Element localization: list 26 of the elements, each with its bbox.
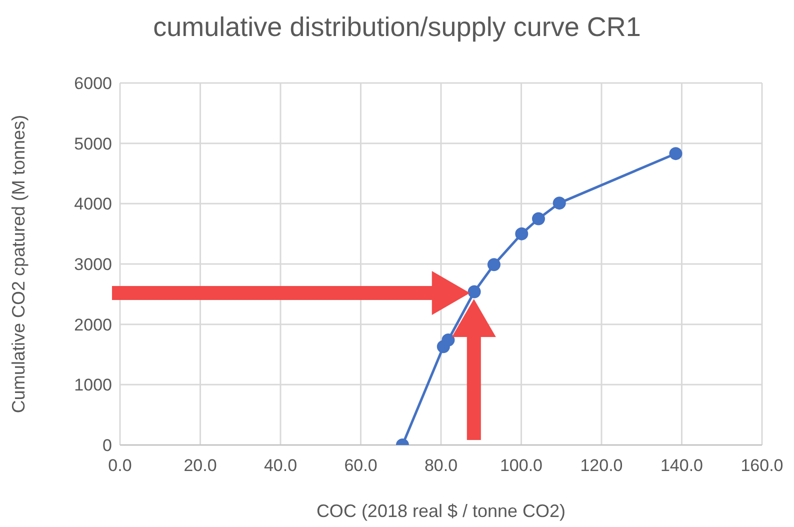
x-tick-label: 140.0 <box>660 456 704 476</box>
x-tick-label: 20.0 <box>184 456 217 476</box>
x-tick-label: 40.0 <box>264 456 298 476</box>
y-axis-title: Cumulative CO2 cpatured (M tonnes) <box>8 114 28 414</box>
y-tick-label: 2000 <box>74 315 112 334</box>
point <box>552 196 566 210</box>
point <box>442 334 455 347</box>
point <box>669 147 682 160</box>
y-tick-label: 4000 <box>74 194 112 214</box>
x-tick-label: 120.0 <box>580 456 623 476</box>
point <box>515 227 528 240</box>
point <box>468 285 481 298</box>
point <box>487 258 500 272</box>
x-axis-title: COC (2018 real $ / tonne CO2) <box>316 501 566 521</box>
x-tick-label: 80.0 <box>424 456 458 476</box>
x-tick-label: 160.0 <box>740 456 784 476</box>
x-tick-label: 100.0 <box>500 456 543 476</box>
y-tick-label: 5000 <box>74 134 112 154</box>
y-tick-label: 1000 <box>74 376 112 395</box>
y-tick-label: 0 <box>102 436 112 456</box>
x-tick-label: 60.0 <box>344 456 378 476</box>
chart-title: cumulative distribution/supply curve CR1 <box>152 12 642 43</box>
y-tick-label: 6000 <box>74 74 112 94</box>
point <box>532 212 546 226</box>
y-tick-label: 3000 <box>74 255 112 274</box>
x-tick-label: 0.0 <box>108 456 132 476</box>
